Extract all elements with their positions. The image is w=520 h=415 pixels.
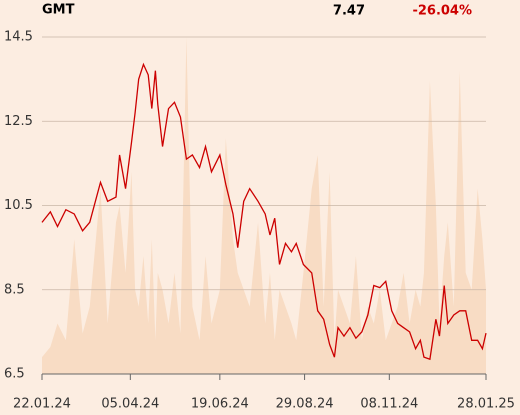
- x-tick-label: 19.06.24: [191, 397, 249, 412]
- change: -26.04%: [412, 4, 472, 19]
- y-tick-label: 14.5: [4, 30, 33, 45]
- y-tick-label: 10.5: [4, 198, 33, 213]
- x-tick-label: 08.11.24: [360, 397, 418, 412]
- y-tick-label: 12.5: [4, 114, 33, 129]
- y-tick-label: 6.5: [4, 367, 25, 382]
- price: 7.47: [333, 4, 365, 19]
- x-tick-label: 22.01.24: [13, 397, 71, 412]
- ticker: GMT: [42, 3, 75, 18]
- x-tick-label: 28.01.25: [457, 397, 515, 412]
- x-tick-label: 05.04.24: [101, 397, 159, 412]
- y-tick-label: 8.5: [4, 282, 25, 297]
- x-tick-label: 29.08.24: [276, 397, 334, 412]
- price-line: [41, 62, 487, 361]
